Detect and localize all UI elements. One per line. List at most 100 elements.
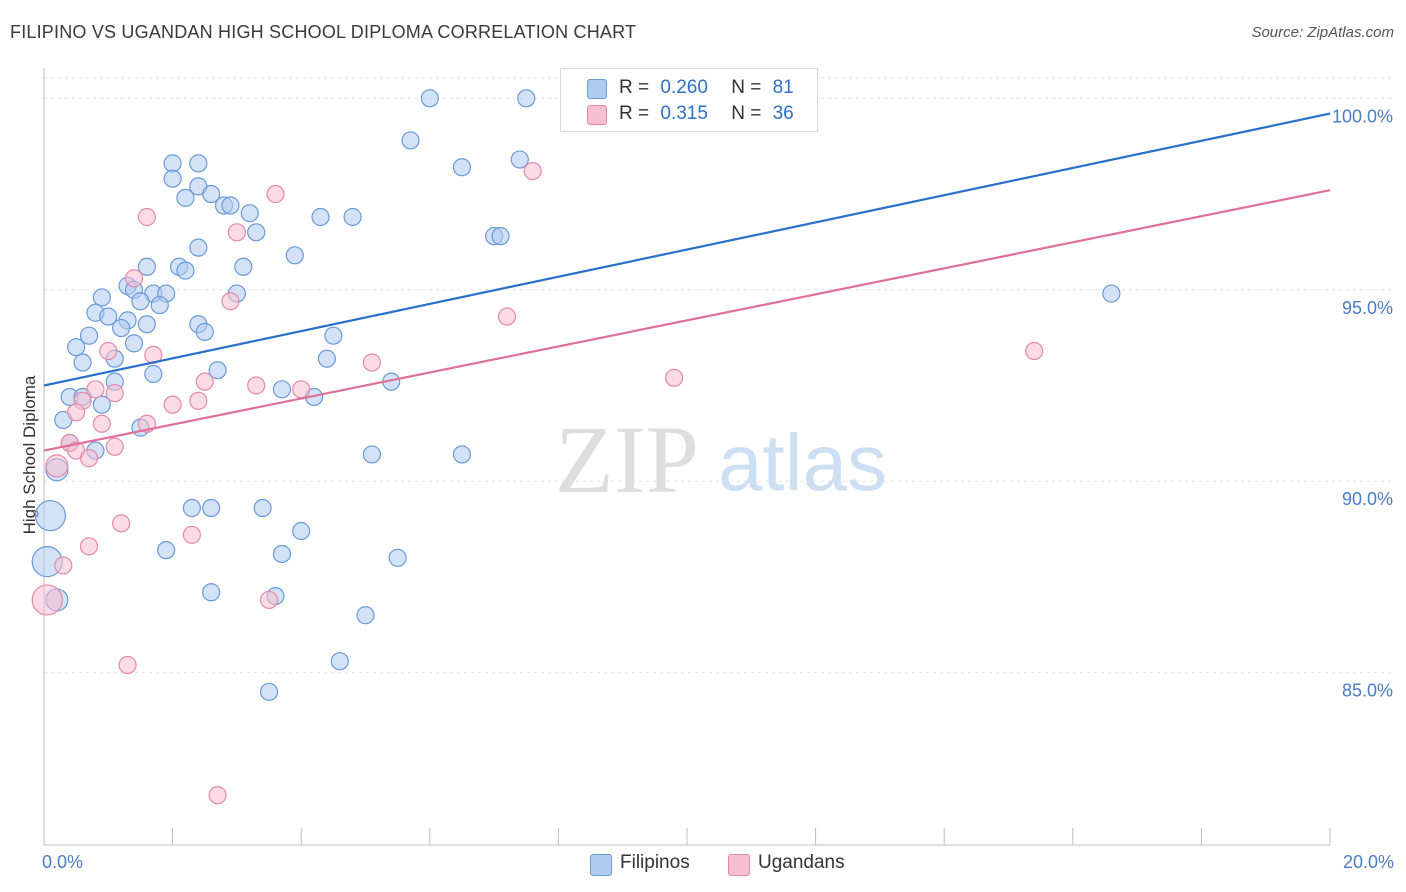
filipinos-trend-line bbox=[43, 112, 1331, 387]
ugandan-point bbox=[163, 395, 182, 414]
n-value: 36 bbox=[772, 103, 794, 124]
filipino-point bbox=[144, 364, 163, 384]
ugandan-point bbox=[665, 368, 684, 387]
watermark: ZIP atlas bbox=[555, 406, 887, 513]
x-tick-min: 0.0% bbox=[42, 852, 84, 872]
ugandan-point bbox=[137, 207, 156, 227]
filipino-point bbox=[517, 89, 536, 108]
ugandan-point bbox=[92, 414, 111, 433]
filipino-point bbox=[163, 154, 182, 173]
filipino-point bbox=[202, 498, 221, 518]
ugandan-point bbox=[266, 184, 285, 204]
filipino-point bbox=[356, 606, 375, 625]
ugandan-point bbox=[497, 307, 517, 326]
ugandan-point bbox=[227, 223, 246, 242]
filipino-point bbox=[272, 380, 292, 399]
ugandan-point bbox=[292, 380, 311, 399]
filipino-point bbox=[1102, 284, 1121, 303]
filipino-point bbox=[420, 89, 439, 108]
ugandans-swatch bbox=[587, 105, 607, 125]
grid-layer bbox=[44, 77, 1395, 674]
filipino-point bbox=[388, 548, 407, 567]
filipino-point bbox=[157, 541, 176, 560]
ugandan-point bbox=[221, 292, 240, 311]
filipino-point bbox=[259, 682, 279, 701]
filipino-point bbox=[131, 292, 150, 311]
filipino-point bbox=[182, 498, 201, 518]
filipino-point bbox=[189, 238, 208, 257]
filipino-point bbox=[311, 207, 330, 227]
r-label: R = bbox=[619, 77, 650, 98]
ugandan-point bbox=[105, 384, 124, 403]
filipino-point bbox=[112, 318, 131, 338]
filipino-point bbox=[163, 169, 182, 188]
filipino-point bbox=[67, 338, 86, 357]
n-label: N = bbox=[731, 77, 762, 98]
chart-title: FILIPINO VS UGANDAN HIGH SCHOOL DIPLOMA … bbox=[10, 22, 637, 42]
filipino-point bbox=[240, 204, 259, 223]
y-tick-label: 90.0% bbox=[1342, 489, 1393, 509]
r-label: R = bbox=[619, 103, 650, 124]
ugandan-point bbox=[124, 269, 144, 288]
filipino-point bbox=[343, 207, 362, 227]
trend-layer bbox=[43, 112, 1331, 452]
ugandan-point bbox=[54, 556, 73, 575]
axis-layer bbox=[43, 68, 1331, 846]
filipino-point bbox=[150, 295, 169, 315]
filipino-point bbox=[292, 521, 311, 541]
ugandan-point bbox=[45, 454, 69, 478]
filipino-point bbox=[202, 184, 221, 204]
filipino-point bbox=[189, 154, 208, 173]
y-tick-label: 95.0% bbox=[1342, 298, 1393, 318]
ugandan-point bbox=[182, 525, 201, 544]
filipinos-legend-swatch bbox=[590, 854, 612, 876]
ugandan-point bbox=[86, 380, 105, 399]
ugandan-point bbox=[208, 786, 227, 805]
ugandan-point bbox=[79, 537, 99, 556]
ugandan-point bbox=[523, 161, 542, 181]
n-label: N = bbox=[731, 103, 762, 124]
ugandan-point bbox=[112, 514, 131, 533]
filipino-point bbox=[99, 307, 118, 326]
filipino-point bbox=[221, 196, 240, 215]
ugandan-point bbox=[247, 376, 266, 395]
x-tick-max: 20.0% bbox=[1342, 852, 1394, 872]
watermark-zip: ZIP bbox=[555, 406, 699, 513]
filipino-point bbox=[491, 227, 510, 246]
filipino-point bbox=[92, 395, 111, 414]
filipino-point bbox=[272, 544, 292, 564]
ugandan-point bbox=[99, 341, 118, 361]
ugandan-point bbox=[31, 584, 63, 616]
filipino-point bbox=[362, 445, 382, 464]
filipino-point bbox=[247, 223, 266, 242]
filipino-point bbox=[176, 261, 195, 280]
ugandan-point bbox=[67, 403, 86, 422]
filipino-point bbox=[452, 158, 472, 177]
ugandan-point bbox=[259, 590, 279, 610]
ugandan-point bbox=[118, 655, 137, 675]
ugandan-point bbox=[105, 437, 124, 456]
ugandans-legend-swatch bbox=[728, 854, 750, 876]
ugandan-point bbox=[195, 372, 214, 391]
filipinos-swatch bbox=[587, 79, 607, 99]
filipino-point bbox=[124, 334, 144, 353]
points-layer bbox=[31, 89, 1121, 805]
watermark-atlas: atlas bbox=[718, 418, 887, 507]
filipino-point bbox=[176, 188, 195, 207]
n-value: 81 bbox=[772, 77, 794, 98]
ugandans-legend-label: Ugandans bbox=[758, 852, 845, 873]
filipino-point bbox=[73, 353, 92, 372]
ugandan-point bbox=[1025, 341, 1044, 361]
filipino-point bbox=[79, 326, 99, 345]
filipino-point bbox=[137, 315, 156, 334]
filipino-point bbox=[253, 498, 272, 518]
filipino-point bbox=[208, 361, 227, 380]
y-tick-labels: 85.0% 90.0% 95.0% 100.0% bbox=[1332, 106, 1393, 700]
filipino-point bbox=[137, 257, 156, 276]
filipino-point bbox=[234, 257, 253, 276]
filipino-point bbox=[401, 131, 420, 150]
r-value: 0.260 bbox=[660, 77, 708, 98]
ugandan-point bbox=[189, 391, 208, 410]
y-tick-label: 85.0% bbox=[1342, 681, 1393, 701]
